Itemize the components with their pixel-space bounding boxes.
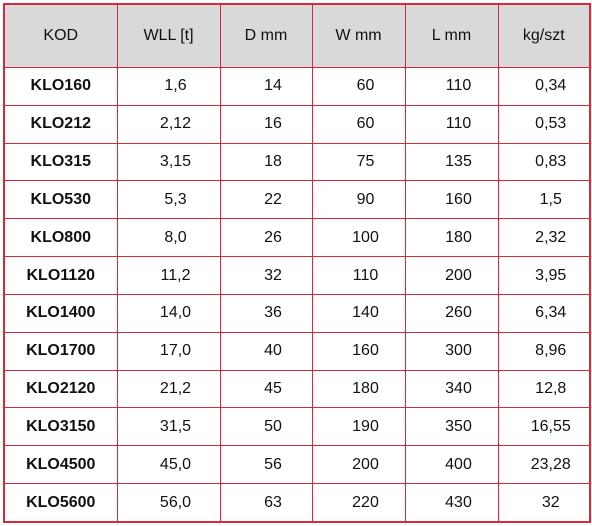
table-body: KLO160 1,6 14 60 110 0,34 KLO212 2,12 16 60 110 0,5… — [3, 67, 591, 523]
value-cell: 300 — [404, 331, 499, 371]
value-cell: 180 — [404, 218, 499, 258]
code-cell: KLO160 — [3, 67, 118, 106]
value-cell: 56,0 — [116, 483, 221, 523]
value-cell: 56 — [219, 445, 313, 485]
value-cell: 17,0 — [116, 331, 221, 371]
value-cell: 3,15 — [116, 142, 221, 182]
code-cell: KLO315 — [3, 142, 118, 182]
header-cell: W mm — [311, 3, 406, 68]
value-cell: 160 — [311, 331, 406, 371]
value-cell: 260 — [404, 293, 499, 333]
value-cell: 2,12 — [116, 104, 221, 144]
value-cell: 3,95 — [497, 256, 591, 295]
table-row: KLO5600 56,0 63 220 430 32 — [3, 483, 591, 523]
table-row: KLO160 1,6 14 60 110 0,34 — [3, 67, 591, 106]
value-cell: 14 — [219, 67, 313, 106]
table-row: KLO212 2,12 16 60 110 0,53 — [3, 104, 591, 144]
value-cell: 45 — [219, 369, 313, 409]
value-cell: 14,0 — [116, 293, 221, 333]
code-cell: KLO1700 — [3, 331, 118, 371]
table-row: KLO2120 21,2 45 180 340 12,8 — [3, 369, 591, 409]
value-cell: 23,28 — [497, 445, 591, 485]
value-cell: 60 — [311, 67, 406, 106]
header-cell: D mm — [219, 3, 313, 68]
value-cell: 0,53 — [497, 104, 591, 144]
value-cell: 135 — [404, 142, 499, 182]
value-cell: 110 — [404, 104, 499, 144]
code-cell: KLO5600 — [3, 483, 118, 523]
value-cell: 1,5 — [497, 180, 591, 220]
code-cell: KLO4500 — [3, 445, 118, 485]
table-row: KLO4500 45,0 56 200 400 23,28 — [3, 445, 591, 485]
value-cell: 75 — [311, 142, 406, 182]
value-cell: 350 — [404, 407, 499, 447]
value-cell: 31,5 — [116, 407, 221, 447]
code-cell: KLO1400 — [3, 293, 118, 333]
value-cell: 110 — [404, 67, 499, 106]
value-cell: 16 — [219, 104, 313, 144]
value-cell: 160 — [404, 180, 499, 220]
header-row: KOD WLL [t] D mm W mm L mm kg/szt — [3, 3, 591, 68]
code-cell: KLO212 — [3, 104, 118, 144]
value-cell: 340 — [404, 369, 499, 409]
code-cell: KLO800 — [3, 218, 118, 258]
value-cell: 0,83 — [497, 142, 591, 182]
value-cell: 220 — [311, 483, 406, 523]
value-cell: 21,2 — [116, 369, 221, 409]
value-cell: 32 — [219, 256, 313, 295]
header-cell: WLL [t] — [116, 3, 221, 68]
table-row: KLO1120 11,2 32 110 200 3,95 — [3, 256, 591, 295]
value-cell: 200 — [404, 256, 499, 295]
value-cell: 190 — [311, 407, 406, 447]
value-cell: 110 — [311, 256, 406, 295]
value-cell: 430 — [404, 483, 499, 523]
value-cell: 22 — [219, 180, 313, 220]
value-cell: 400 — [404, 445, 499, 485]
value-cell: 0,34 — [497, 67, 591, 106]
value-cell: 100 — [311, 218, 406, 258]
table-row: KLO1400 14,0 36 140 260 6,34 — [3, 293, 591, 333]
value-cell: 12,8 — [497, 369, 591, 409]
header-cell: kg/szt — [497, 3, 591, 68]
value-cell: 36 — [219, 293, 313, 333]
value-cell: 90 — [311, 180, 406, 220]
table-row: KLO315 3,15 18 75 135 0,83 — [3, 142, 591, 182]
code-cell: KLO3150 — [3, 407, 118, 447]
value-cell: 200 — [311, 445, 406, 485]
header-cell: KOD — [3, 3, 118, 68]
table-row: KLO1700 17,0 40 160 300 8,96 — [3, 331, 591, 371]
code-cell: KLO530 — [3, 180, 118, 220]
value-cell: 32 — [497, 483, 591, 523]
value-cell: 50 — [219, 407, 313, 447]
value-cell: 60 — [311, 104, 406, 144]
value-cell: 8,96 — [497, 331, 591, 371]
table-row: KLO800 8,0 26 100 180 2,32 — [3, 218, 591, 258]
value-cell: 18 — [219, 142, 313, 182]
value-cell: 2,32 — [497, 218, 591, 258]
value-cell: 63 — [219, 483, 313, 523]
value-cell: 140 — [311, 293, 406, 333]
code-cell: KLO1120 — [3, 256, 118, 295]
value-cell: 5,3 — [116, 180, 221, 220]
value-cell: 6,34 — [497, 293, 591, 333]
value-cell: 180 — [311, 369, 406, 409]
value-cell: 16,55 — [497, 407, 591, 447]
code-cell: KLO2120 — [3, 369, 118, 409]
value-cell: 1,6 — [116, 67, 221, 106]
table-row: KLO3150 31,5 50 190 350 16,55 — [3, 407, 591, 447]
value-cell: 11,2 — [116, 256, 221, 295]
value-cell: 26 — [219, 218, 313, 258]
spec-table: KOD WLL [t] D mm W mm L mm kg/szt KLO160 1,6 14… — [3, 3, 591, 523]
header-cell: L mm — [404, 3, 499, 68]
value-cell: 45,0 — [116, 445, 221, 485]
value-cell: 8,0 — [116, 218, 221, 258]
value-cell: 40 — [219, 331, 313, 371]
table-row: KLO530 5,3 22 90 160 1,5 — [3, 180, 591, 220]
